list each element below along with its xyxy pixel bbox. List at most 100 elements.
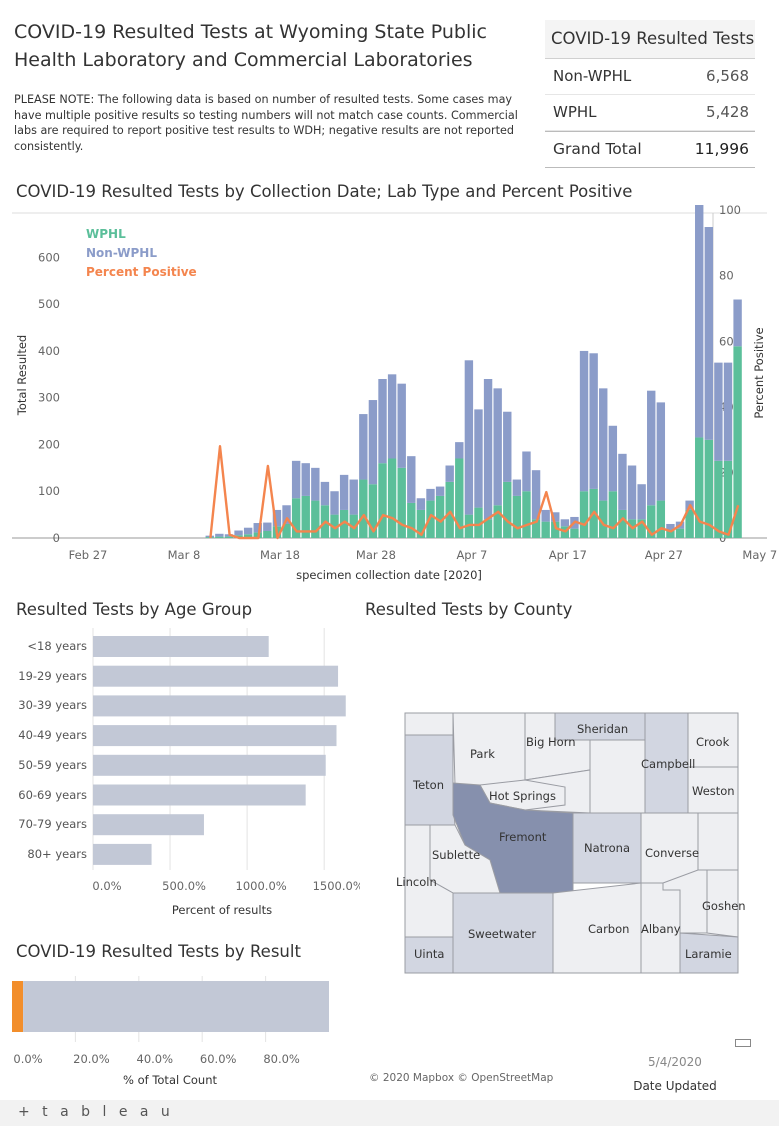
county-label-weston: Weston [692,784,735,798]
bar-non-wphl [560,519,570,527]
county-label-teton: Teton [412,778,444,792]
bar-wphl [339,509,349,538]
age-bar [93,784,306,806]
y2-tick-label: 0 [719,531,726,545]
bar-wphl [656,500,666,538]
county-map[interactable]: Sheridan Big Horn Park Crook Campbell We… [395,705,745,980]
summary-label: WPHL [553,103,597,121]
bar-non-wphl [493,388,502,506]
bar-non-wphl [733,299,742,347]
result-x-tick-label: 20.0% [73,1052,110,1066]
age-group-label: 60-69 years [18,787,87,802]
bar-wphl [512,495,522,538]
bar-non-wphl [311,467,320,501]
county-laramie[interactable] [679,932,739,974]
age-chart[interactable]: 0.0% 500.0% 1000.0% 1500.0% Percent of resul… [90,628,360,920]
bar-non-wphl [522,451,531,492]
bar-non-wphl [723,362,733,461]
bar-non-wphl [215,533,224,537]
bar-non-wphl [666,523,675,531]
x-tick-label: May 7 [742,548,777,562]
daily-chart[interactable]: 0100200300400500600020406080100Total Res… [0,205,779,585]
summary-row-non-wphl[interactable]: Non-WPHL 6,568 [545,59,755,95]
age-group-label: 30-39 years [18,698,87,713]
age-bar [93,636,269,657]
y-tick-label: 100 [38,484,60,498]
result-x-tick-label: 60.0% [200,1052,237,1066]
county-label-goshen: Goshen [702,899,745,913]
county-map-title: Resulted Tests by County [365,600,573,619]
county-label-uinta: Uinta [414,947,444,961]
tableau-logo[interactable]: + t a b l e a u [18,1104,174,1120]
bar-non-wphl [320,481,330,506]
county-label-converse: Converse [645,846,699,860]
county-label-campbell: Campbell [641,757,695,771]
bar-non-wphl [627,465,637,520]
x-tick-label: Feb 27 [69,548,108,562]
bar-wphl [349,514,358,538]
bar-non-wphl [704,227,714,440]
county-label-sweetwater: Sweetwater [468,927,536,941]
bar-non-wphl [397,383,406,468]
bar-wphl [330,514,339,538]
bar-wphl [263,530,272,538]
county-label-fremont: Fremont [499,830,547,844]
dashboard-title: COVID-19 Resulted Tests at Wyoming State… [14,21,487,71]
bar-non-wphl [637,484,646,520]
result-bar-segment [12,981,24,1032]
county-platte[interactable] [662,869,708,934]
county-niobrara[interactable] [697,812,739,871]
age-bar [93,814,204,836]
map-attribution: © 2020 Mapbox © OpenStreetMap [369,1072,554,1084]
age-group-label: 19-29 years [18,668,87,683]
bar-non-wphl [243,527,253,535]
bar-wphl [426,500,435,538]
bar-non-wphl [512,479,522,496]
bar-non-wphl [272,509,282,527]
age-bar [93,665,339,687]
summary-row-grand-total[interactable]: Grand Total 11,996 [545,131,755,168]
footer-bar [0,1100,779,1126]
result-chart[interactable]: 0.0% 20.0% 40.0% 60.0% 80.0% % of Total Count [0,972,350,1092]
x-tick-label: Apr 17 [549,548,587,562]
bar-wphl [733,346,742,538]
bar-non-wphl [599,388,608,501]
summary-table: COVID-19 Resulted Tests Non-WPHL 6,568 W… [545,20,755,168]
bar-wphl [291,498,301,538]
y-tick-label: 600 [38,250,60,264]
bar-non-wphl [330,491,339,515]
bar-wphl [551,521,560,538]
map-legend-icon[interactable] [735,1039,751,1047]
bar-non-wphl [282,505,291,524]
y2-tick-label: 80 [719,269,734,283]
x-tick-label: Mar 28 [356,548,396,562]
bar-wphl [455,458,464,538]
county-label-hot-springs: Hot Springs [489,789,556,803]
bar-wphl [243,534,253,538]
bar-wphl [531,519,541,538]
bar-non-wphl [435,486,445,496]
bar-non-wphl [541,509,550,522]
bar-wphl [541,521,550,538]
bar-non-wphl [474,409,483,508]
result-x-tick-label: 0.0% [13,1052,42,1066]
bar-wphl [599,500,608,538]
bar-wphl [637,519,646,538]
county-yellowstone[interactable] [404,712,454,736]
x-axis-title: specimen collection date [2020] [296,568,482,582]
county-label-lincoln: Lincoln [396,875,437,889]
age-bar [93,695,346,717]
y-tick-label: 200 [38,437,60,451]
county-label-sheridan: Sheridan [577,722,628,736]
summary-row-wphl[interactable]: WPHL 5,428 [545,95,755,131]
y-axis-title: Total Resulted [15,335,29,416]
bar-wphl [378,463,387,538]
bar-non-wphl [445,465,454,482]
bar-wphl [522,491,531,538]
summary-value: 6,568 [706,67,749,85]
age-x-tick-label: 1000.0% [236,879,287,893]
bar-wphl [311,500,320,538]
daily-chart-title: COVID-19 Resulted Tests by Collection Da… [16,182,633,201]
summary-label: Grand Total [553,140,642,158]
county-johnson[interactable] [589,739,646,814]
